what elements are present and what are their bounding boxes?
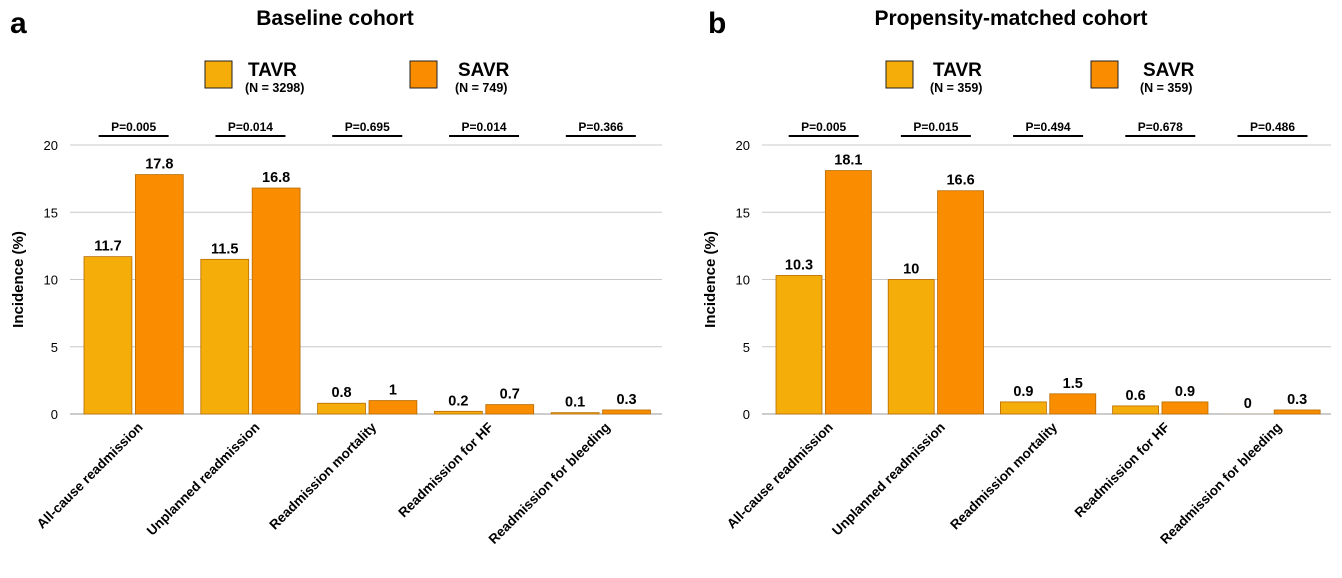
p-value: P=0.494 xyxy=(1026,120,1071,134)
y-tick-label: 15 xyxy=(44,205,58,220)
bar-tavr xyxy=(775,275,823,415)
bar-tavr xyxy=(83,256,133,415)
x-tick-label: Readmission mortality xyxy=(266,419,379,532)
legend-n-savr: (N = 359) xyxy=(1140,81,1192,95)
data-label-tavr: 0 xyxy=(1244,396,1252,412)
x-tick-label: All-cause readmission xyxy=(724,420,836,532)
x-tick-label: Readmission for HF xyxy=(1072,420,1173,521)
p-value: P=0.015 xyxy=(913,120,958,134)
legend-label-savr: SAVR xyxy=(1143,60,1195,81)
y-tick-label: 10 xyxy=(44,273,58,288)
bar-tavr xyxy=(200,258,250,415)
data-label-tavr: 0.2 xyxy=(448,393,468,409)
y-tick-label: 5 xyxy=(51,340,58,355)
panel-a: a Baseline cohort TAVR (N = 3298) SAVR (N = 7… xyxy=(10,7,662,547)
x-tick-label: All-cause readmission xyxy=(34,420,146,532)
data-label-tavr: 10 xyxy=(903,262,919,278)
bar-tavr xyxy=(999,401,1047,415)
bar-savr xyxy=(1049,393,1097,415)
legend-label-tavr: TAVR xyxy=(933,60,982,81)
y-axis-label: Incidence (%) xyxy=(702,231,719,328)
data-label-savr: 0.7 xyxy=(500,387,520,403)
legend-label-savr: SAVR xyxy=(458,60,510,81)
data-label-tavr: 0.6 xyxy=(1126,388,1146,404)
data-label-savr: 1.5 xyxy=(1063,376,1083,392)
legend-n-savr: (N = 749) xyxy=(455,81,507,95)
p-value: P=0.005 xyxy=(801,120,846,134)
y-tick-label: 10 xyxy=(736,273,750,288)
bar-savr xyxy=(134,174,184,415)
y-tick-label: 0 xyxy=(51,407,58,422)
legend-swatch-savr xyxy=(409,60,438,89)
y-tick-label: 0 xyxy=(743,407,750,422)
bar-tavr xyxy=(1112,405,1160,415)
y-axis-label: Incidence (%) xyxy=(10,231,27,328)
x-tick-label: Readmission for HF xyxy=(395,420,496,521)
p-value: P=0.678 xyxy=(1138,120,1183,134)
p-value: P=0.005 xyxy=(111,120,156,134)
x-tick-label: Unplanned readmission xyxy=(829,420,948,539)
bar-tavr xyxy=(433,410,483,415)
bar-savr xyxy=(251,187,301,415)
y-tick-label: 15 xyxy=(736,205,750,220)
data-label-tavr: 0.1 xyxy=(565,395,585,411)
p-value: P=0.695 xyxy=(345,120,390,134)
data-label-savr: 0.3 xyxy=(616,392,636,408)
bar-savr xyxy=(1273,409,1321,415)
data-label-tavr: 0.8 xyxy=(331,385,351,401)
bar-tavr xyxy=(550,412,600,415)
bar-savr xyxy=(368,400,418,415)
p-value: P=0.486 xyxy=(1250,120,1295,134)
legend-label-tavr: TAVR xyxy=(248,60,297,81)
chart-title: Propensity-matched cohort xyxy=(874,7,1147,30)
bar-savr xyxy=(485,404,535,415)
x-tick-label: Readmission for bleeding xyxy=(486,420,613,547)
data-label-savr: 1 xyxy=(389,383,397,399)
legend-swatch-savr xyxy=(1090,60,1119,89)
p-value: P=0.366 xyxy=(578,120,623,134)
panel-letter: a xyxy=(10,7,27,40)
data-label-savr: 18.1 xyxy=(834,153,862,169)
legend-n-tavr: (N = 3298) xyxy=(245,81,304,95)
bar-tavr xyxy=(887,279,935,415)
data-label-savr: 16.6 xyxy=(946,173,974,189)
bar-savr xyxy=(824,170,872,415)
y-tick-label: 20 xyxy=(44,138,58,153)
y-tick-label: 20 xyxy=(736,138,750,153)
data-label-savr: 0.9 xyxy=(1175,384,1195,400)
bar-tavr xyxy=(317,402,366,415)
data-label-tavr: 0.9 xyxy=(1013,384,1033,400)
bar-savr xyxy=(602,409,651,415)
chart-title: Baseline cohort xyxy=(256,7,414,30)
data-label-savr: 16.8 xyxy=(262,170,290,186)
x-tick-label: Unplanned readmission xyxy=(144,420,263,539)
p-value: P=0.014 xyxy=(228,120,273,134)
data-label-tavr: 10.3 xyxy=(785,257,813,273)
bar-savr xyxy=(1161,401,1209,415)
bar-savr xyxy=(937,190,984,415)
data-label-tavr: 11.7 xyxy=(94,239,121,255)
data-label-savr: 0.3 xyxy=(1287,392,1307,408)
data-label-savr: 17.8 xyxy=(145,157,173,173)
legend-n-tavr: (N = 359) xyxy=(930,81,982,95)
panel-letter: b xyxy=(708,7,726,40)
chart-baseline-cohort: a Baseline cohort TAVR(N = 3298) SAVR(N = 7… xyxy=(10,7,662,547)
legend-swatch-tavr xyxy=(885,60,914,89)
x-tick-label: Readmission mortality xyxy=(947,419,1060,532)
y-tick-label: 5 xyxy=(743,340,750,355)
legend-swatch-tavr xyxy=(204,60,233,89)
panel-b: b Propensity-matched cohort TAVR (N = 359) S… xyxy=(671,0,1342,578)
x-tick-label: Readmission for bleeding xyxy=(1157,420,1284,547)
data-label-tavr: 11.5 xyxy=(211,241,238,257)
p-value: P=0.014 xyxy=(462,120,507,134)
